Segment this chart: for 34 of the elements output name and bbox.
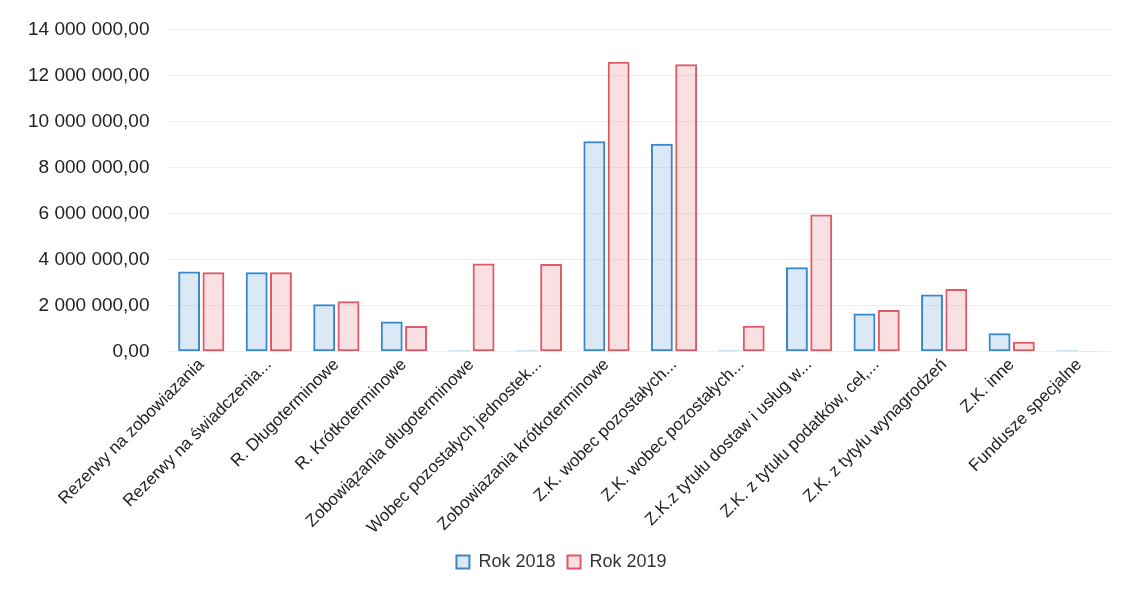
bar [988,333,1011,352]
y-tick-label: 8 000 000,00 [38,155,150,177]
y-tick-label: 14 000 000,00 [27,17,150,39]
bar [785,267,808,352]
bar [1012,341,1035,352]
x-tick-label: Z.K. inne [956,354,1018,417]
bar [607,61,630,352]
bar [472,263,495,352]
y-tick-label: 12 000 000,00 [27,63,150,85]
y-tick-label: 2 000 000,00 [38,293,150,315]
bar [405,325,427,352]
bar [853,313,876,352]
y-tick-label: 4 000 000,00 [38,247,150,269]
bar [178,271,201,352]
bar [810,214,833,352]
bar [540,264,563,352]
bar [202,272,225,352]
bar [380,321,403,352]
bar [337,301,360,352]
legend-label: Rok 2019 [589,550,667,571]
y-tick-label: 6 000 000,00 [38,201,150,223]
bar [921,294,943,352]
y-tick-label: 0,00 [112,339,150,361]
bar [877,310,900,352]
bar [650,143,673,352]
bar [583,141,606,352]
bar [742,325,765,352]
bar [675,64,698,352]
bar [313,304,336,352]
bar [945,288,968,352]
bar [270,272,292,352]
bar [245,272,268,352]
y-tick-label: 10 000 000,00 [27,109,150,131]
legend-label: Rok 2018 [478,550,556,571]
